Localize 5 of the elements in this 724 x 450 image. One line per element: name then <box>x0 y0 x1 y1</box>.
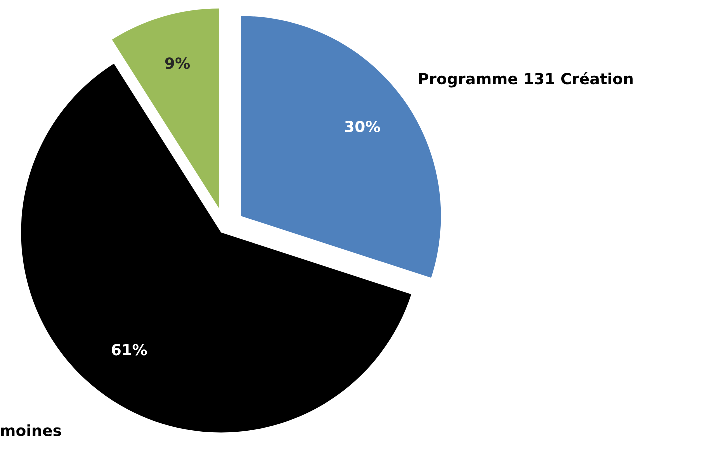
data-label: 61% <box>112 344 148 356</box>
data-label: 9% <box>165 58 190 70</box>
slice-label: Programme 131 Création <box>419 72 633 88</box>
slice-label: moines <box>1 424 62 436</box>
data-label: 30% <box>345 120 380 133</box>
